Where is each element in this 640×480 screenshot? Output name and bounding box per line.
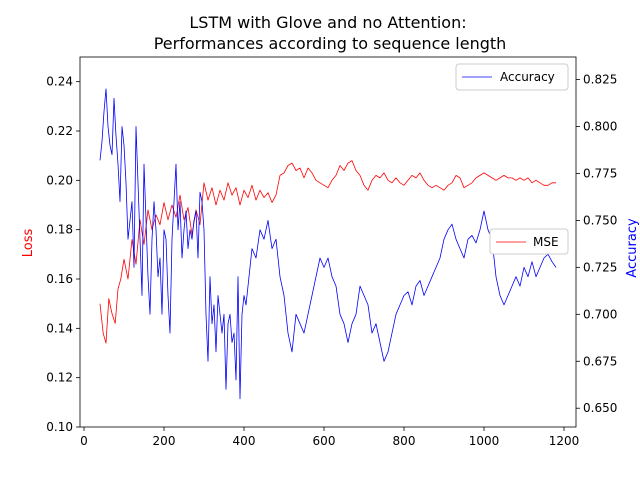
left-y-tick-label: 0.16: [46, 272, 73, 286]
legend-mse: MSE: [489, 228, 569, 255]
left-y-tick-label: 0.14: [46, 321, 73, 335]
plot-border: [79, 56, 577, 428]
right-y-tick-label: 0.725: [583, 260, 617, 274]
right-y-tick-label: 0.700: [583, 307, 617, 321]
series-lines: [99, 88, 557, 400]
right-y-tick-label: 0.750: [583, 213, 617, 227]
x-tick-label: 400: [233, 434, 256, 448]
left-y-tick-label: 0.22: [46, 124, 73, 138]
legend-mse-label: MSE: [533, 235, 559, 249]
chart-title-line-2: Performances according to sequence lengt…: [154, 34, 507, 53]
x-tick-label: 1200: [549, 434, 580, 448]
right-y-tick-label: 0.825: [583, 73, 617, 87]
legend-accuracy: Accuracy: [455, 63, 569, 91]
right-y-tick-label: 0.800: [583, 119, 617, 133]
x-tick-label: 200: [153, 434, 176, 448]
plot-frame: [79, 56, 577, 428]
x-tick-label: 600: [313, 434, 336, 448]
chart-title-line-1: LSTM with Glove and no Attention:: [189, 13, 466, 32]
series-line-accuracy: [99, 88, 557, 400]
right-y-tick-label: 0.675: [583, 354, 617, 368]
left-y-tick-label: 0.10: [46, 420, 73, 434]
x-tick-label: 0: [80, 434, 88, 448]
right-y-tick-label: 0.775: [583, 166, 617, 180]
legend-accuracy-label: Accuracy: [500, 70, 555, 84]
series-line-mse: [99, 160, 556, 344]
y-axis-label-accuracy: Accuracy: [625, 218, 640, 278]
left-y-tick-label: 0.20: [46, 173, 73, 187]
x-tick-label: 1000: [469, 434, 500, 448]
y-axis-label-loss: Loss: [21, 229, 36, 258]
right-y-axis: 0.650 0.675 0.700 0.725 0.750 0.775 0.800 0.825: [576, 73, 617, 415]
x-axis: 0 200 400 600 800 1000 1200: [80, 427, 579, 448]
legend-mse-box: [489, 228, 569, 255]
right-y-tick-label: 0.650: [583, 401, 617, 415]
left-y-tick-label: 0.18: [46, 223, 73, 237]
left-y-axis: 0.10 0.12 0.14 0.16 0.18 0.20 0.22 0.24: [46, 75, 80, 434]
legend-accuracy-box: [455, 63, 569, 91]
left-y-tick-label: 0.12: [46, 371, 73, 385]
left-y-tick-label: 0.24: [46, 75, 73, 89]
x-tick-label: 800: [393, 434, 416, 448]
